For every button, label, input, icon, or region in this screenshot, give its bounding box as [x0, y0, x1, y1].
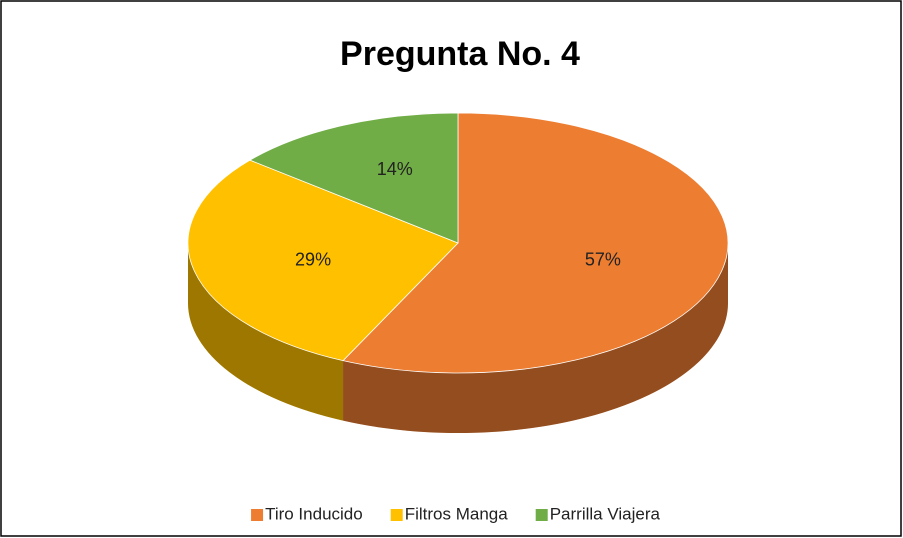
- slice-side: [343, 243, 728, 433]
- slice-side-shade: [188, 243, 344, 421]
- legend: Tiro Inducido Filtros Manga Parrilla Viaje…: [251, 504, 660, 523]
- legend-label: Tiro Inducido: [265, 504, 363, 523]
- legend-swatch: [535, 509, 548, 521]
- value-label: 14%: [377, 159, 413, 179]
- slice: [249, 112, 459, 244]
- chart-title: Pregunta No. 4: [340, 35, 580, 73]
- slice: [342, 112, 729, 374]
- value-label: 57%: [585, 249, 621, 269]
- slice-side: [188, 243, 344, 421]
- value-label: 29%: [295, 249, 331, 269]
- legend-swatch: [390, 509, 403, 521]
- legend-label: Parrilla Viajera: [550, 504, 661, 523]
- legend-swatch: [251, 509, 264, 521]
- slice-side-shade: [343, 243, 728, 433]
- slice: [187, 159, 459, 362]
- legend-label: Filtros Manga: [405, 504, 509, 523]
